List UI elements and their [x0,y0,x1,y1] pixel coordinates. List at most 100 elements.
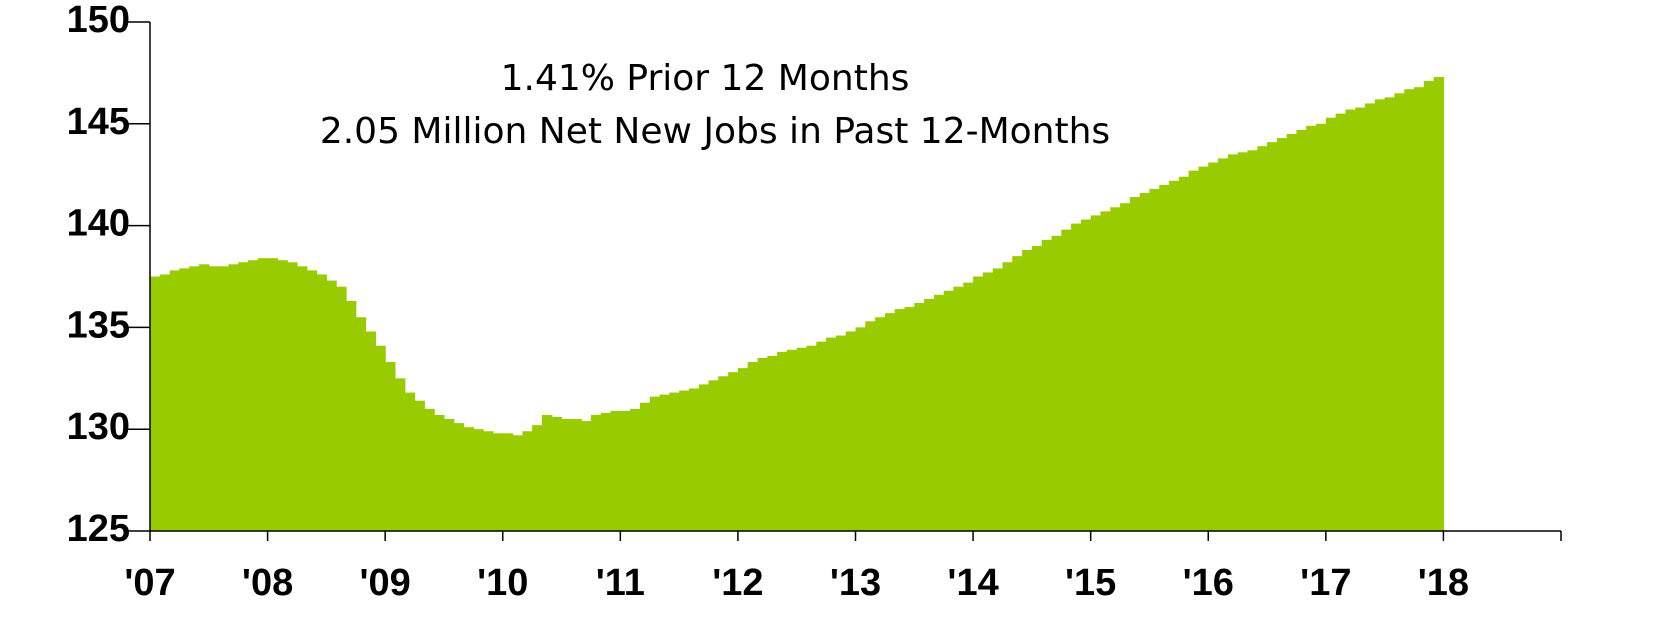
bar [1012,256,1023,531]
bar [904,307,915,531]
bar [1139,193,1151,532]
bar [326,280,337,531]
bar [1247,150,1258,531]
bar [1022,250,1033,532]
bar [287,262,298,531]
bar [169,270,180,531]
bar [963,282,974,531]
bar [336,286,347,531]
bar [1237,152,1249,531]
bar [1306,125,1317,531]
bar [855,327,866,531]
bar [1100,211,1111,531]
bar [1178,176,1190,531]
x-tick-label: '14 [947,562,998,604]
bar [394,378,406,531]
bar [483,431,494,531]
bar [1433,76,1445,532]
bar [884,313,896,531]
bar [522,431,533,531]
y-tick-label: 150 [67,0,130,41]
bar [277,260,288,531]
x-tick-label: '10 [477,562,528,604]
bar [385,362,396,531]
bar [1414,87,1425,531]
bar [992,268,1004,531]
x-tick-label: '09 [360,562,411,604]
bar [1364,103,1376,531]
bar [375,345,386,531]
bar [228,264,239,531]
bar [1276,138,1288,531]
bar [1090,215,1102,532]
bar [512,435,523,531]
x-tick-label: '18 [1418,562,1469,604]
bar [404,392,416,531]
bar [747,362,759,531]
y-tick-label: 130 [67,406,130,448]
bar [777,351,788,531]
y-tick-label: 140 [67,203,130,245]
bar [1198,166,1209,531]
bar [728,372,739,531]
bar [179,268,190,531]
bar [835,335,847,531]
bar [718,376,729,531]
bar [894,309,906,531]
bar [1355,107,1366,532]
bar [1267,142,1278,531]
bar [1031,245,1043,531]
bar [688,388,700,531]
bar [1110,207,1121,531]
bar [767,355,778,531]
bar [1061,229,1072,531]
bar [757,357,768,531]
bar [698,384,710,531]
bar [639,402,651,531]
x-tick-label: '08 [242,562,293,604]
bar [1374,99,1386,532]
bar [1080,219,1092,531]
bar [1208,162,1219,531]
y-tick-label: 135 [67,304,130,346]
bar [1188,170,1200,532]
x-tick-label: '07 [124,562,175,604]
x-tick-label: '15 [1065,562,1116,604]
bar [590,414,602,531]
bar [1296,129,1307,531]
bar [875,317,886,531]
x-tick-label: '17 [1300,562,1351,604]
bar [845,331,857,531]
bar [218,266,230,531]
bar [600,412,612,531]
x-tick-label: '12 [712,562,763,604]
bar [1041,239,1053,532]
bar [620,410,631,531]
bar [434,414,445,531]
bar [630,408,641,531]
bar [1345,109,1356,531]
bar [1129,197,1141,531]
annotation: 1.41% Prior 12 Months [501,58,910,99]
bar [865,321,876,531]
bar [826,337,837,531]
bar [1149,188,1160,531]
bar [1120,203,1131,532]
bar [316,274,327,531]
bar [159,274,171,531]
bar [189,266,200,531]
bar [1316,123,1327,532]
bar [933,294,945,531]
x-tick-label: '16 [1183,562,1234,604]
bar [365,331,377,531]
bar [1394,93,1405,531]
bar [1071,223,1082,531]
bar [1257,146,1268,532]
bar [1423,81,1435,531]
bar [306,270,318,531]
bar [610,410,621,531]
bar [1159,184,1170,531]
bar [463,427,474,531]
bar [816,341,827,531]
bar [943,290,955,531]
